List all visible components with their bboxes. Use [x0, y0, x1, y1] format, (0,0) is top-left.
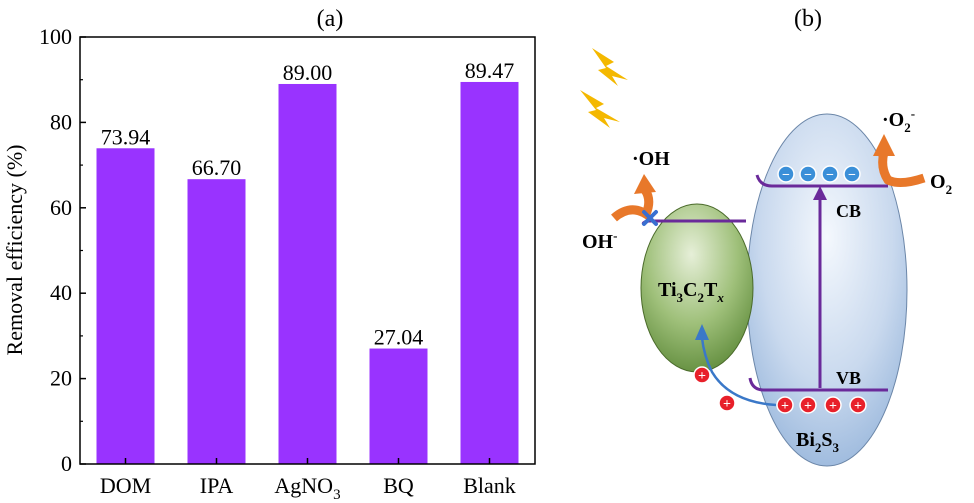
svg-text:+: +: [804, 399, 812, 414]
svg-text:−: −: [782, 168, 790, 183]
bar: [369, 348, 428, 464]
x-axis-ticks: DOM IPA AgNO3 BQ Blank: [100, 458, 516, 503]
svg-text:+: +: [723, 397, 731, 412]
svg-text:+: +: [698, 369, 706, 384]
bar-value-label: 73.94: [101, 124, 151, 149]
bar: [187, 179, 246, 465]
bar: [460, 81, 519, 464]
hole-transfer-arrow: [695, 324, 777, 407]
hole-icon: +: [849, 396, 867, 414]
cb-label: CB: [836, 201, 861, 221]
valence-band-line: [748, 377, 888, 392]
x-tick-label: DOM: [100, 473, 151, 498]
bar-value-label: 27.04: [374, 325, 424, 350]
svg-text:−: −: [848, 168, 856, 183]
hole-icon: +: [776, 396, 794, 414]
transferred-hole-icon: +: [693, 366, 711, 384]
y-tick-label: 100: [39, 24, 72, 49]
holes: + + + + + +: [693, 366, 867, 414]
y-tick-label: 60: [50, 195, 72, 220]
bar-value-label: 66.70: [192, 155, 242, 180]
panel-a-label: (a): [317, 6, 344, 32]
hole-icon: +: [799, 396, 817, 414]
conduction-band-line: [755, 174, 888, 188]
ti3c2tx-label: Ti3C2Tx: [658, 279, 724, 305]
svg-text:+: +: [781, 399, 789, 414]
hydroxide-label: OH-: [582, 228, 617, 253]
y-axis-label: Removal efficiency (%): [2, 145, 27, 356]
oh-oxidation-arrow: [611, 174, 656, 222]
x-tick-label: BQ: [383, 473, 414, 498]
panel-b-label: (b): [794, 6, 822, 32]
oxygen-label: O2: [930, 171, 952, 197]
svg-text:−: −: [826, 168, 834, 183]
bar-data-labels: 73.94 66.70 89.00 27.04 89.47: [101, 58, 515, 350]
bi2s3-label: Bi2S3: [796, 429, 840, 455]
x-tick-label: Blank: [463, 473, 516, 498]
electron-icon: −: [799, 165, 817, 183]
y-tick-label: 0: [61, 451, 72, 476]
y-tick-label: 40: [50, 280, 72, 305]
bar: [96, 148, 155, 465]
superoxide-radical-label: ·O2-: [882, 106, 915, 135]
electron-icon: −: [821, 165, 839, 183]
svg-text:−: −: [804, 168, 812, 183]
svg-text:+: +: [854, 399, 862, 414]
bar-series: [96, 81, 519, 465]
transferred-hole-icon: +: [718, 394, 736, 412]
x-tick-label: AgNO3: [274, 473, 340, 503]
y-tick-label: 20: [50, 366, 72, 391]
y-axis-ticks: 0 20 40 60 80 100: [39, 24, 86, 476]
hole-icon: +: [824, 396, 842, 414]
bar-value-label: 89.00: [283, 60, 333, 85]
svg-text:+: +: [829, 399, 837, 414]
o2-reduction-arrow: [873, 134, 926, 188]
blocked-cross-icon: [642, 210, 658, 226]
excitation-arrowhead: [813, 186, 827, 200]
bar: [278, 83, 337, 464]
bar-value-label: 89.47: [465, 58, 515, 83]
x-tick-label: IPA: [200, 473, 234, 498]
y-tick-label: 80: [50, 109, 72, 134]
electron-icon: −: [843, 165, 861, 183]
hydroxyl-radical-label: ·OH: [632, 148, 670, 170]
light-irradiation-icon: [580, 48, 628, 128]
vb-label: VB: [836, 368, 861, 388]
electrons: − − − −: [777, 165, 861, 183]
electron-icon: −: [777, 165, 795, 183]
